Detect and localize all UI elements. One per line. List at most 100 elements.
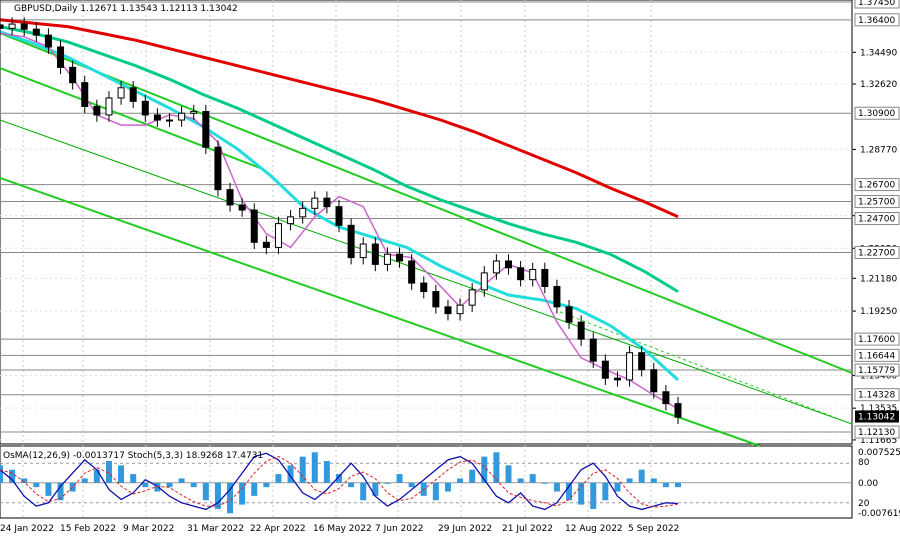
osma-bar	[142, 482, 149, 488]
osma-bar	[372, 482, 379, 496]
date-tick-label: 21 Jul 2022	[502, 524, 553, 534]
osc-tick-label: 0.0075256	[858, 448, 900, 458]
svg-text:1.25700: 1.25700	[858, 198, 895, 208]
date-tick-label: 29 Jun 2022	[438, 524, 492, 534]
candle	[190, 104, 198, 121]
horizontal-levels	[0, 1, 852, 433]
channel-extension-line	[559, 311, 853, 425]
price-tick-label: 1.32620	[860, 80, 897, 90]
svg-text:1.15779: 1.15779	[858, 366, 895, 376]
price-axis: 1.344901.326201.287701.248701.229501.211…	[852, 0, 900, 446]
candle	[517, 260, 525, 287]
osma-bar	[650, 478, 657, 483]
candle	[335, 199, 343, 233]
candle	[69, 60, 77, 90]
date-tick-label: 16 May 2022	[313, 524, 372, 534]
candle	[44, 28, 52, 54]
candle	[57, 40, 65, 75]
osma-bar	[251, 482, 258, 496]
candle	[396, 247, 404, 268]
candle	[129, 80, 137, 109]
moving-average-line	[0, 25, 679, 293]
candle	[371, 237, 379, 272]
svg-text:1.12130: 1.12130	[858, 428, 895, 438]
osma-bar	[311, 452, 318, 483]
date-axis: 24 Jan 2022 15 Feb 2022 9 Mar 2022 31 Mar 2…	[0, 524, 679, 534]
candle	[468, 283, 476, 312]
candle	[202, 104, 210, 155]
osma-bar	[638, 469, 645, 483]
osma-bar	[323, 461, 330, 483]
candle	[541, 262, 549, 294]
price-level-tag: 1.16644	[854, 348, 900, 362]
osma-bar	[517, 478, 524, 483]
price-level-tag: 1.15779	[854, 363, 900, 377]
price-level-tag: 1.12130	[854, 425, 900, 439]
osma-bar	[275, 474, 282, 483]
osma-bar	[553, 482, 560, 492]
stoch-signal-line	[0, 456, 679, 508]
candle	[359, 237, 367, 265]
candle	[601, 354, 609, 385]
osma-bar	[493, 452, 500, 483]
osma-bar	[190, 482, 197, 488]
date-tick-label: 12 Aug 2022	[565, 524, 623, 534]
candle	[117, 80, 125, 105]
candle	[238, 198, 246, 217]
candle	[650, 362, 658, 399]
candle	[166, 113, 173, 127]
osma-bar	[457, 478, 464, 483]
svg-text:1.14328: 1.14328	[858, 391, 895, 401]
candle	[141, 94, 149, 122]
candle	[178, 106, 186, 127]
osma-bar	[81, 478, 88, 483]
svg-text:1.16644: 1.16644	[858, 351, 895, 361]
moving-average-line	[0, 32, 679, 410]
candle	[323, 191, 331, 214]
price-level-tag: 1.24700	[854, 212, 900, 226]
date-tick-label: 22 Apr 2022	[250, 524, 306, 534]
svg-text:1.30900: 1.30900	[858, 109, 895, 119]
osma-bar	[287, 465, 294, 483]
candle	[613, 371, 621, 387]
candle	[626, 345, 634, 387]
candle	[311, 191, 319, 216]
moving-average-line	[0, 18, 679, 219]
price-level-tag: 1.14328	[854, 388, 900, 402]
osma-bar	[348, 482, 355, 488]
osma-bar	[662, 482, 669, 488]
candle	[553, 279, 561, 314]
osma-bar	[469, 469, 476, 483]
candle	[420, 276, 428, 299]
price-level-tag: 1.36400	[854, 13, 900, 27]
svg-text:1.24700: 1.24700	[858, 215, 895, 225]
svg-text:1.26700: 1.26700	[858, 181, 895, 191]
osma-bar	[384, 482, 391, 484]
osma-bar	[214, 482, 221, 509]
price-level-tag: 1.22700	[854, 246, 900, 260]
candle	[505, 254, 512, 275]
osma-bar	[529, 474, 536, 483]
candle	[662, 384, 670, 411]
osma-bar	[166, 482, 173, 488]
osma-bar	[239, 482, 246, 505]
date-tick-label: 5 Sep 2022	[628, 524, 679, 534]
osma-bar	[227, 482, 234, 514]
osma-bar	[626, 478, 633, 483]
price-level-tag: 1.25700	[854, 195, 900, 209]
candle	[32, 22, 40, 42]
date-tick-label: 24 Jan 2022	[0, 524, 54, 534]
osc-tick-label: 0.00	[858, 479, 878, 489]
svg-text:1.22700: 1.22700	[858, 249, 895, 259]
osma-bar	[541, 482, 548, 484]
osma-bar	[614, 482, 621, 492]
osma-bar	[444, 482, 451, 492]
oscillator-title: OsMA(12,26,9) -0.0013717 Stoch(5,3,3) 18…	[3, 451, 263, 461]
oscillator-plot-frame	[0, 445, 853, 519]
osma-bar	[675, 482, 681, 488]
channel-upper-line	[0, 32, 853, 374]
osma-bar	[566, 482, 573, 501]
osma-bar	[69, 482, 76, 492]
osma-bar	[118, 465, 125, 483]
